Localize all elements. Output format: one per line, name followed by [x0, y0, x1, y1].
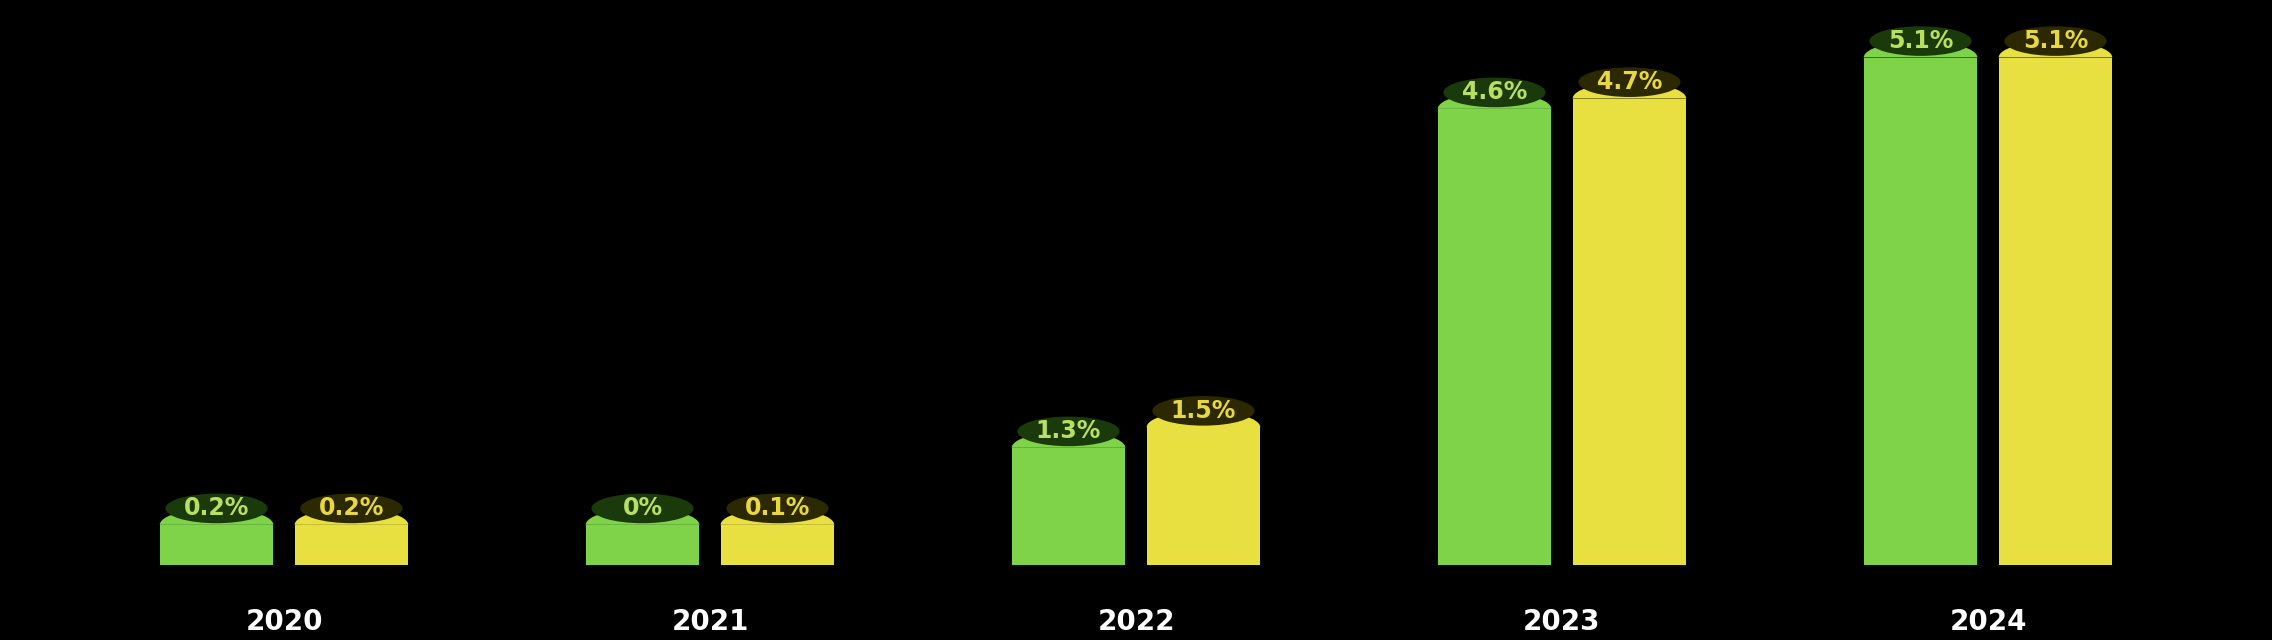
- Text: 0.2%: 0.2%: [318, 497, 384, 520]
- Circle shape: [2004, 26, 2106, 56]
- Text: 2022: 2022: [1097, 608, 1175, 636]
- Circle shape: [166, 493, 268, 524]
- Text: 0.1%: 0.1%: [745, 497, 811, 520]
- Text: 0.2%: 0.2%: [184, 497, 250, 520]
- Circle shape: [1579, 67, 1681, 97]
- Wedge shape: [1999, 41, 2113, 58]
- Text: 5.1%: 5.1%: [1888, 29, 1954, 53]
- Text: 5.1%: 5.1%: [2022, 29, 2088, 53]
- Text: 1.3%: 1.3%: [1036, 419, 1102, 444]
- Wedge shape: [1011, 431, 1125, 448]
- Bar: [159, 525, 273, 565]
- Bar: [1147, 428, 1261, 565]
- Circle shape: [1152, 396, 1254, 426]
- Text: 0%: 0%: [623, 497, 663, 520]
- Wedge shape: [1147, 411, 1261, 428]
- Circle shape: [727, 493, 829, 524]
- Circle shape: [591, 493, 693, 524]
- Wedge shape: [159, 508, 273, 525]
- Wedge shape: [295, 508, 409, 525]
- Wedge shape: [1863, 41, 1977, 58]
- Wedge shape: [1438, 92, 1552, 109]
- Text: 2024: 2024: [1949, 608, 2027, 636]
- Bar: [586, 525, 700, 565]
- Bar: [1999, 58, 2113, 565]
- Circle shape: [1443, 77, 1545, 108]
- Wedge shape: [1572, 82, 1686, 99]
- Bar: [1011, 448, 1125, 565]
- Text: 4.6%: 4.6%: [1461, 81, 1527, 104]
- Wedge shape: [720, 508, 834, 525]
- Text: 2021: 2021: [670, 608, 750, 636]
- Bar: [1863, 58, 1977, 565]
- Bar: [295, 525, 409, 565]
- Text: 4.7%: 4.7%: [1597, 70, 1663, 94]
- Text: 2023: 2023: [1522, 608, 1602, 636]
- Bar: [720, 525, 834, 565]
- Circle shape: [1018, 417, 1120, 446]
- Text: 1.5%: 1.5%: [1170, 399, 1236, 423]
- Circle shape: [1870, 26, 1972, 56]
- Text: 2020: 2020: [245, 608, 323, 636]
- Circle shape: [300, 493, 402, 524]
- Bar: [1438, 109, 1552, 565]
- Bar: [1572, 99, 1686, 565]
- Wedge shape: [586, 508, 700, 525]
